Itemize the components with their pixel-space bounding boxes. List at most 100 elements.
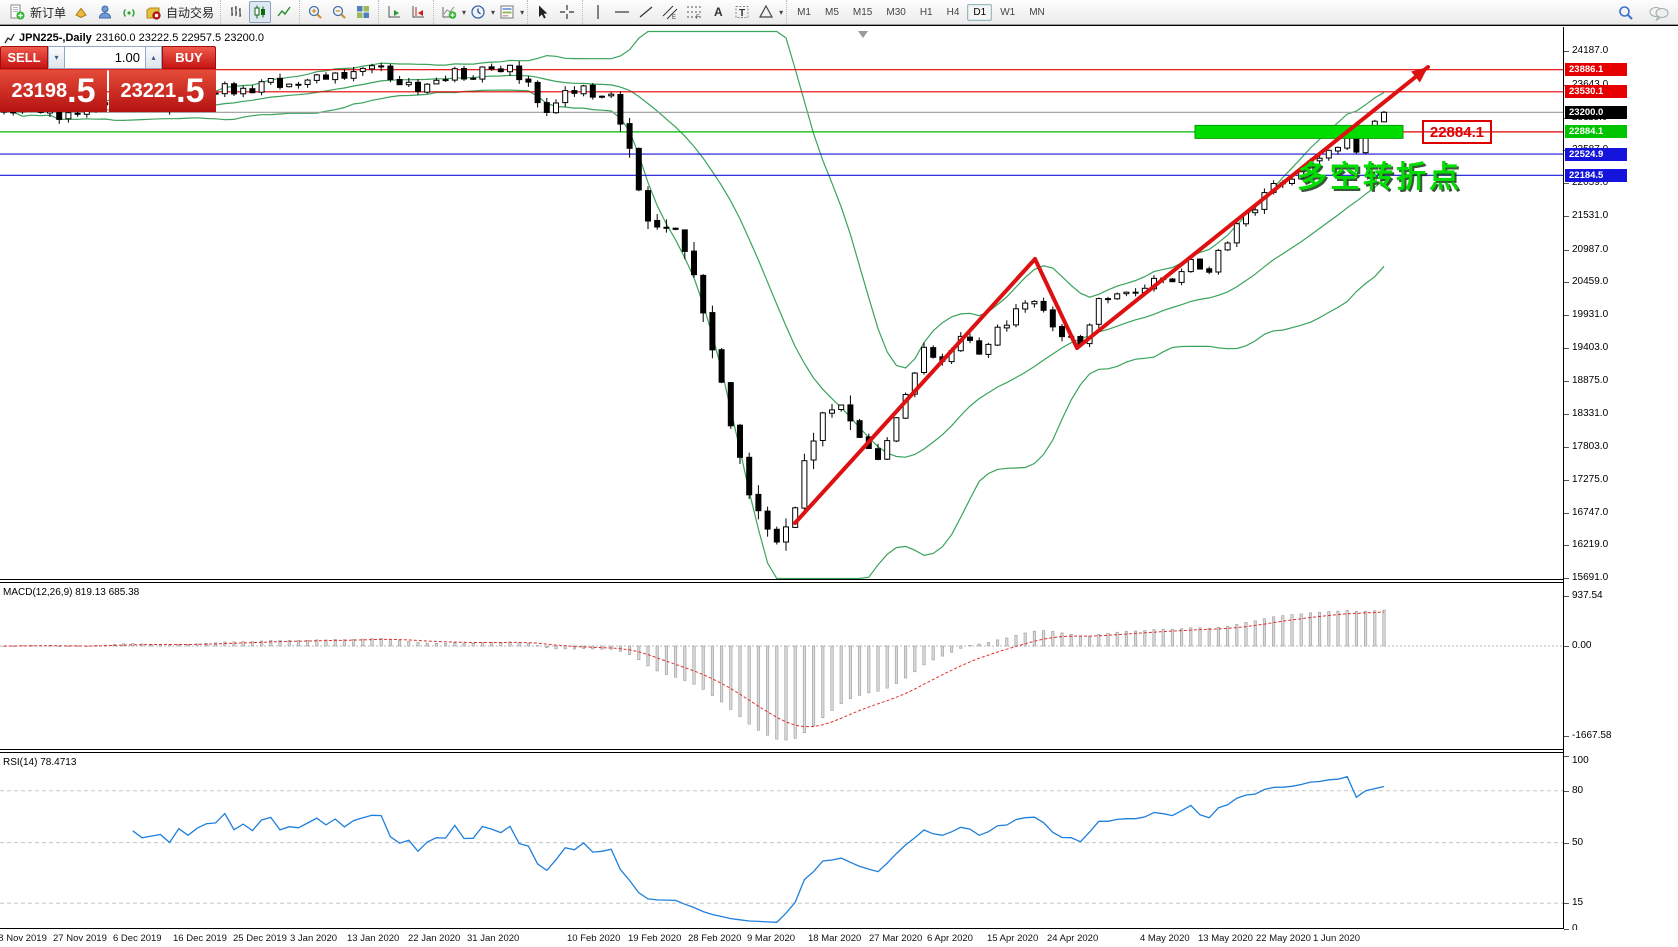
rsi-tick-label: 0: [1572, 923, 1578, 934]
new-order-label[interactable]: 新订单: [30, 5, 67, 20]
date-label: 9 Mar 2020: [747, 933, 796, 944]
tf-w1[interactable]: W1: [1000, 6, 1016, 18]
price-tick: [1564, 480, 1569, 481]
shapes-button[interactable]: [755, 1, 777, 23]
zoom-out-button[interactable]: [328, 1, 350, 23]
quotes-button[interactable]: [70, 1, 92, 23]
channel-button[interactable]: E: [659, 1, 681, 23]
price-tick-label: 19931.0: [1572, 309, 1609, 320]
date-label: 24 Apr 2020: [1047, 933, 1099, 944]
price-tick-label: 18331.0: [1572, 408, 1609, 419]
fibonacci-button[interactable]: F: [683, 1, 705, 23]
tf-h1[interactable]: H1: [919, 6, 933, 18]
tf-mn[interactable]: MN: [1029, 6, 1045, 18]
text-label-button[interactable]: T: [731, 1, 753, 23]
candle-chart-button[interactable]: [249, 1, 272, 23]
indicators-button[interactable]: [438, 1, 460, 23]
volume-decrease-button[interactable]: ▾: [48, 46, 65, 69]
svg-text:T: T: [739, 8, 745, 19]
sell-price-main: 23198: [11, 79, 68, 102]
tf-m15[interactable]: M15: [852, 6, 873, 18]
date-label: 1 Jun 2020: [1313, 933, 1361, 944]
date-label: 13 Jan 2020: [347, 933, 400, 944]
new-order-icon: [10, 4, 25, 20]
price-tick: [1564, 381, 1569, 382]
horizontal-line-button[interactable]: [611, 1, 633, 23]
rsi-indicator-label: RSI(14) 78.4713: [3, 757, 77, 768]
trend-arrow-2[interactable]: [1075, 65, 1430, 350]
chart-shift-marker[interactable]: [858, 31, 868, 38]
templates-button[interactable]: [496, 1, 518, 23]
trend-arrow-0[interactable]: [793, 257, 1037, 525]
price-tick-label: 24187.0: [1572, 45, 1609, 56]
autotrade-icon: [146, 7, 161, 20]
candle-chart-icon: [254, 5, 266, 19]
macd-tick: [1564, 646, 1569, 647]
macd-tick: [1564, 736, 1569, 737]
highlight-zone[interactable]: [1194, 124, 1404, 139]
autotrade-button[interactable]: [142, 1, 164, 23]
autotrade-label[interactable]: 自动交易: [166, 5, 215, 20]
tf-h4[interactable]: H4: [946, 6, 960, 18]
tf-d1[interactable]: D1: [967, 3, 993, 21]
date-label: 22 May 2020: [1256, 933, 1311, 944]
turning-point-text[interactable]: 多空转折点: [1297, 161, 1462, 194]
templates-icon: [500, 5, 514, 19]
periods-button[interactable]: [467, 1, 489, 23]
date-label: 10 Feb 2020: [567, 933, 621, 944]
new-order-button[interactable]: [6, 1, 28, 23]
tf-m30[interactable]: M30: [886, 6, 906, 18]
cursor-button[interactable]: [532, 1, 554, 23]
indicators-dropdown[interactable]: ▾: [462, 7, 467, 17]
sell-price-button[interactable]: 23198 .5: [0, 70, 107, 112]
shapes-dropdown[interactable]: ▾: [779, 7, 784, 17]
auto-scroll-button[interactable]: [383, 1, 405, 23]
buy-price-main: 23221: [120, 79, 177, 102]
trendline-button[interactable]: [635, 1, 657, 23]
buy-button[interactable]: BUY: [162, 46, 216, 69]
toolbar-group-zoom: [299, 0, 378, 24]
bollinger-md: [3, 74, 1385, 458]
toolbar-group-objects: E F A T ▾: [582, 0, 786, 24]
text-button[interactable]: A: [707, 1, 729, 23]
zoom-in-button[interactable]: [304, 1, 326, 23]
buy-price-button[interactable]: 23221 .5: [109, 70, 216, 112]
periods-dropdown[interactable]: ▾: [491, 7, 496, 17]
macd-indicator-label: MACD(12,26,9) 819.13 685.38: [3, 587, 140, 598]
tf-m1[interactable]: M1: [797, 6, 811, 18]
search-button[interactable]: [1615, 2, 1637, 24]
date-label: 27 Mar 2020: [869, 933, 923, 944]
level-annotation-box[interactable]: 22884.1: [1422, 120, 1492, 144]
date-axis[interactable]: 18 Nov 2019 27 Nov 2019 6 Dec 2019 16 Dec 2…: [0, 930, 1678, 947]
templates-dropdown[interactable]: ▾: [520, 7, 525, 17]
price-tick-label: 20987.0: [1572, 244, 1609, 255]
date-label: 31 Jan 2020: [467, 933, 520, 944]
date-label: 13 May 2020: [1198, 933, 1253, 944]
signals-button[interactable]: [118, 1, 140, 23]
trend-arrow-1[interactable]: [1033, 257, 1079, 350]
price-axis[interactable]: 24187.023643.023115.022587.022059.021531…: [1563, 27, 1678, 934]
chat-button[interactable]: [1647, 2, 1671, 24]
crosshair-button[interactable]: [556, 1, 578, 23]
market-button[interactable]: [94, 1, 116, 23]
toolbar-group-cursor: [527, 0, 582, 24]
volume-input[interactable]: 1.00: [65, 46, 145, 69]
shapes-icon: [759, 4, 774, 18]
sell-button[interactable]: SELL: [0, 46, 48, 69]
price-level-label: 22184.5: [1565, 169, 1627, 182]
price-level-label: 23530.1: [1565, 85, 1627, 98]
line-chart-button[interactable]: [273, 1, 295, 23]
chart-shift-button[interactable]: [407, 1, 429, 23]
volume-increase-button[interactable]: ▴: [145, 46, 162, 69]
tile-windows-button[interactable]: [352, 1, 374, 23]
vertical-line-button[interactable]: [587, 1, 609, 23]
rsi-line: [132, 775, 1385, 923]
toolbar-group-indicators: ▾ ▾ ▾: [433, 0, 527, 24]
macd-tick-label: 0.00: [1572, 640, 1592, 651]
bar-chart-button[interactable]: [225, 1, 247, 23]
tf-m5[interactable]: M5: [825, 6, 839, 18]
price-tick: [1564, 183, 1569, 184]
sell-price-pips: .5: [67, 72, 96, 110]
price-tick-label: 15691.0: [1572, 572, 1609, 583]
date-label: 6 Apr 2020: [927, 933, 973, 944]
